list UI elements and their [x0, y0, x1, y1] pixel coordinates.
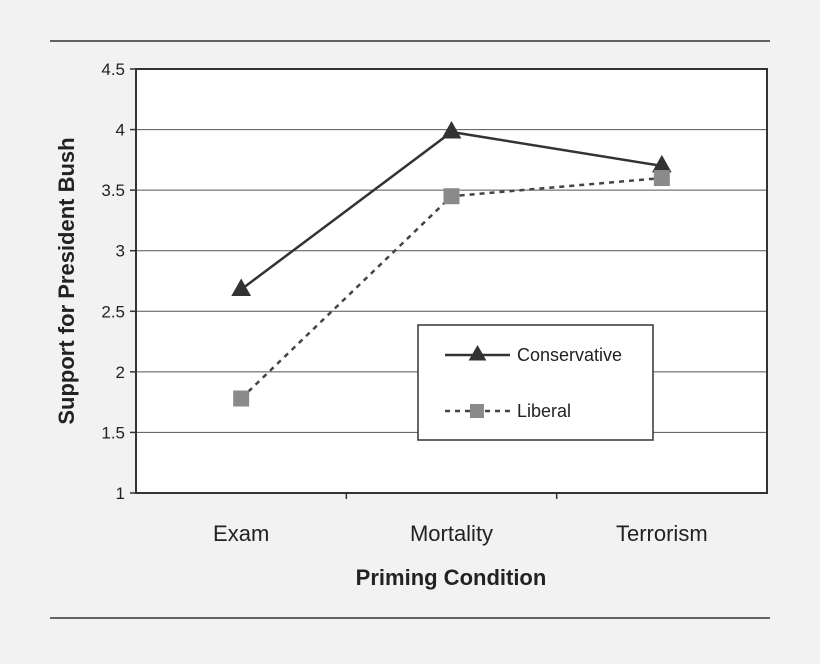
legend-liberal-marker: [470, 404, 484, 418]
y-axis-title: Support for President Bush: [54, 137, 79, 424]
x-axis-ticks: Exam Mortality Terrorism: [213, 493, 708, 546]
legend-conservative-label: Conservative: [517, 345, 622, 365]
series-layer: [231, 120, 672, 407]
y-tick-label: 4.5: [101, 60, 125, 79]
y-tick-label: 1: [116, 484, 125, 503]
data-point-liberal: [443, 188, 460, 205]
x-tick-label: Exam: [213, 521, 269, 546]
legend: Conservative Liberal: [417, 324, 654, 441]
y-tick-label: 2: [116, 363, 125, 382]
x-axis-title: Priming Condition: [356, 565, 547, 590]
data-point-liberal: [233, 390, 250, 407]
legend-box: [417, 324, 654, 441]
data-point-conservative: [231, 278, 252, 296]
legend-liberal-label: Liberal: [517, 401, 571, 421]
y-tick-label: 1.5: [101, 423, 125, 442]
y-tick-label: 4: [116, 121, 125, 140]
x-tick-label: Terrorism: [616, 521, 708, 546]
data-point-conservative: [441, 120, 462, 139]
y-tick-label: 2.5: [101, 302, 125, 321]
legend-conservative-marker: [468, 344, 487, 361]
y-tick-label: 3: [116, 242, 125, 261]
plot-frame: [135, 68, 768, 494]
x-tick-label: Mortality: [410, 521, 493, 546]
y-tick-label: 3.5: [101, 181, 125, 200]
data-point-liberal: [653, 170, 670, 187]
y-axis-ticks: 1 1.5 2 2.5 3 3.5 4 4.5: [101, 60, 136, 503]
